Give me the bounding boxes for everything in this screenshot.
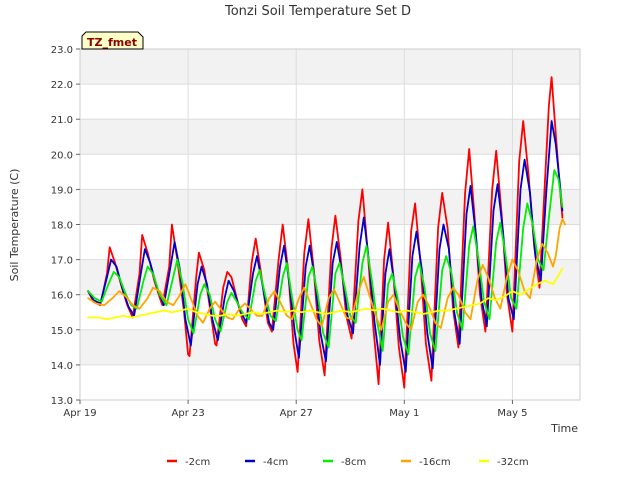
legend-item: -2cm bbox=[167, 457, 210, 468]
legend-label: -32cm bbox=[497, 457, 529, 468]
y-tick-label: 16.0 bbox=[51, 291, 73, 302]
grid-band bbox=[80, 49, 580, 85]
legend-item: -8cm bbox=[323, 457, 366, 468]
legend-label: -16cm bbox=[419, 457, 451, 468]
y-tick-label: 13.0 bbox=[51, 396, 73, 407]
chart-title: Tonzi Soil Temperature Set D bbox=[224, 4, 411, 19]
site-label-badge: TZ_fmet bbox=[81, 31, 144, 50]
y-tick-label: 14.0 bbox=[51, 361, 73, 372]
x-tick-label: May 1 bbox=[389, 408, 419, 419]
y-tick-label: 23.0 bbox=[51, 45, 73, 56]
series-line-32cmcm bbox=[87, 267, 564, 321]
grid-band bbox=[80, 189, 580, 225]
y-tick-label: 18.0 bbox=[51, 221, 73, 232]
site-label-box bbox=[81, 31, 144, 50]
plot-area bbox=[79, 48, 581, 401]
series-line-4cmcm bbox=[87, 120, 564, 373]
y-tick-label: 22.0 bbox=[51, 80, 73, 91]
y-tick-label: 15.0 bbox=[51, 326, 73, 337]
y-axis-ticks: 13.0 14.0 15.0 16.0 17.0 18.0 19.0 20.0 21.0 22.0… bbox=[51, 45, 80, 407]
x-tick-label: Apr 27 bbox=[280, 408, 313, 419]
y-tick-label: 19.0 bbox=[51, 185, 73, 196]
legend-label: -4cm bbox=[263, 457, 288, 468]
series-line-8cmcm bbox=[87, 169, 564, 356]
legend-item: -32cm bbox=[479, 457, 529, 468]
y-tick-label: 21.0 bbox=[51, 115, 73, 126]
x-axis-label: Time bbox=[550, 422, 578, 435]
legend-item: -16cm bbox=[401, 457, 451, 468]
series-lines bbox=[87, 76, 566, 389]
grid-band bbox=[80, 119, 580, 155]
site-label-text: TZ_fmet bbox=[87, 36, 137, 49]
x-axis-ticks: Apr 19 Apr 23 Apr 27 May 1 May 5 bbox=[63, 400, 528, 419]
x-tick-label: Apr 19 bbox=[63, 408, 96, 419]
legend-label: -8cm bbox=[341, 457, 366, 468]
legend-label: -2cm bbox=[185, 457, 210, 468]
x-tick-label: May 5 bbox=[497, 408, 527, 419]
legend-item: -4cm bbox=[245, 457, 288, 468]
y-tick-label: 20.0 bbox=[51, 150, 73, 161]
legend: -2cm -4cm -8cm -16cm -32cm bbox=[167, 457, 529, 468]
y-tick-label: 17.0 bbox=[51, 256, 73, 267]
series-line-2cmcm bbox=[87, 76, 564, 389]
series-line-16cmcm bbox=[87, 218, 566, 331]
y-axis-label: Soil Temperature (C) bbox=[8, 169, 21, 282]
x-tick-label: Apr 23 bbox=[172, 408, 205, 419]
